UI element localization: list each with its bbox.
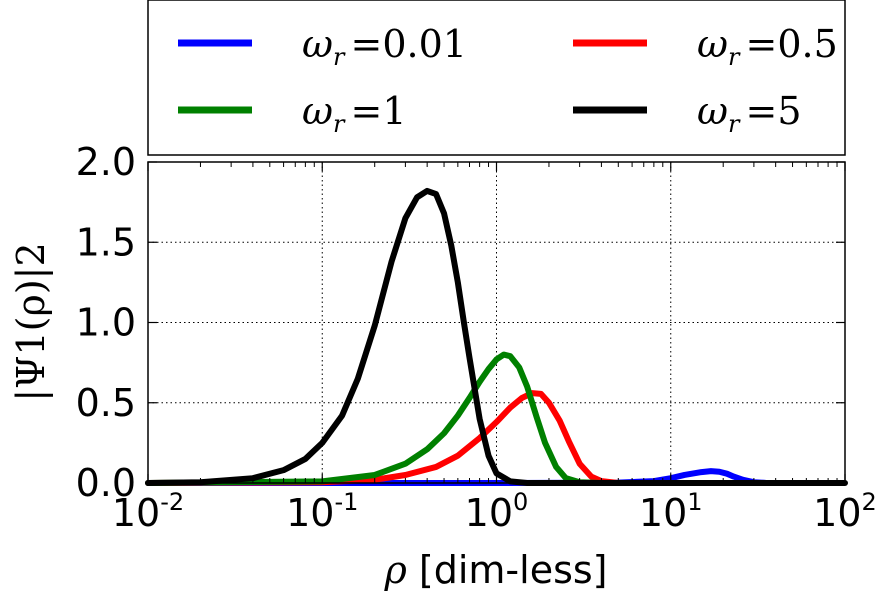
x-tick-label: 10-1 xyxy=(286,488,358,535)
legend-label: ωr =0.5 xyxy=(697,22,838,71)
x-axis-label-text: ρ [dim-less] xyxy=(383,548,607,592)
y-tick-label: 1.0 xyxy=(76,301,136,345)
x-axis-label: ρ [dim-less] xyxy=(383,548,607,592)
series-line xyxy=(145,187,848,486)
legend-label: ωr =0.01 xyxy=(302,22,467,71)
x-tick-label: 101 xyxy=(639,488,703,535)
y-tick-labels: 0.0 0.5 1.0 1.5 2.0 xyxy=(76,140,136,505)
y-axis-label: |Ψ1(ρ)|2 xyxy=(9,242,53,401)
x-tick-label: 102 xyxy=(813,488,877,535)
series-line xyxy=(145,390,622,486)
x-tick-labels: 10-2 10-1 100 101 102 xyxy=(112,488,877,535)
legend-entry: ωr =0.5 xyxy=(573,22,838,71)
y-tick-label: 2.0 xyxy=(76,140,136,184)
legend-entry: ωr =0.01 xyxy=(178,22,467,71)
legend-box xyxy=(147,0,846,156)
y-axis-label-text: |Ψ1(ρ)|2 xyxy=(9,242,53,401)
axis-ticks xyxy=(147,161,846,484)
x-tick-label: 10-2 xyxy=(112,488,184,535)
series-line xyxy=(145,351,605,486)
y-tick-label: 0.5 xyxy=(76,381,136,425)
legend-label: ωr =5 xyxy=(697,89,802,138)
legend-entry: ωr =1 xyxy=(178,89,407,138)
legend-label: ωr =1 xyxy=(302,89,407,138)
y-tick-label: 1.5 xyxy=(76,220,136,264)
y-tick-label: 0.0 xyxy=(76,461,136,505)
legend-entry: ωr =5 xyxy=(573,89,802,138)
x-tick-label: 100 xyxy=(465,488,529,535)
legend-group: ωr =0.01 ωr =0.5 ωr =1 ωr =5 xyxy=(147,0,846,156)
series-lines xyxy=(145,187,848,486)
